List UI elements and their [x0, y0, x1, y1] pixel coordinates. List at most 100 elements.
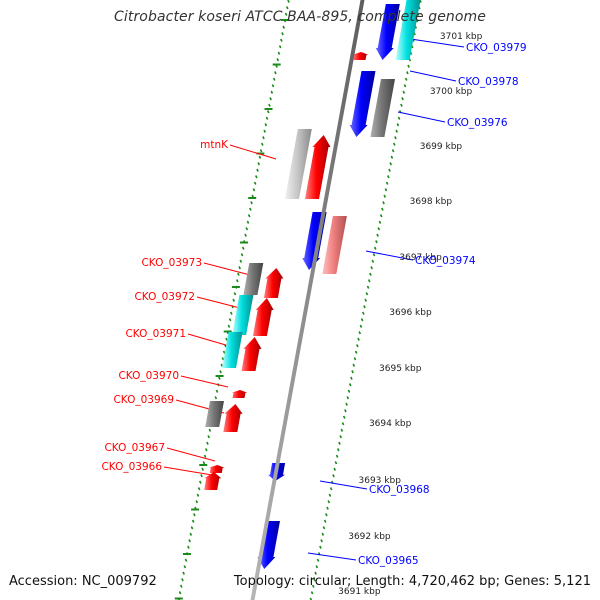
- outer-dotted-track: [402, 90, 406, 94]
- inner-dotted-track: [249, 207, 252, 211]
- outer-dotted-track: [391, 149, 395, 153]
- inner-dotted-track: [195, 500, 199, 504]
- outer-dotted-track: [360, 318, 364, 322]
- inner-dotted-track: [241, 246, 245, 250]
- leader-line: [319, 480, 368, 490]
- inner-dotted-track: [190, 526, 194, 530]
- gene-CKO_03973-gray: [243, 263, 264, 295]
- outer-dotted-track: [381, 207, 384, 211]
- outer-dotted-track: [321, 532, 325, 536]
- gene-small-red-top: [352, 52, 369, 60]
- kbp-label: 3696 kbp: [389, 308, 432, 318]
- gene-label-reverse: CKO_03968: [369, 484, 430, 496]
- inner-dotted-track: [183, 565, 187, 569]
- outer-dotted-track: [314, 571, 317, 575]
- gene-CKO_03967: [208, 465, 225, 473]
- outer-dotted-track: [320, 539, 323, 543]
- inner-dotted-track: [264, 123, 268, 127]
- outer-dotted-track: [397, 116, 401, 120]
- inner-dotted-track: [189, 532, 193, 536]
- gene-label-forward: CKO_03969: [113, 394, 174, 406]
- inner-dotted-track: [259, 149, 263, 153]
- inner-dotted-track: [181, 578, 184, 582]
- inner-dotted-track: [270, 90, 274, 94]
- gene-label-forward: CKO_03966: [101, 461, 162, 473]
- inner-dotted-track: [276, 58, 280, 62]
- outer-dotted-track: [407, 64, 410, 68]
- outer-dotted-track: [388, 168, 391, 172]
- outer-dotted-track: [329, 487, 333, 491]
- outer-dotted-track: [375, 240, 378, 244]
- inner-dotted-track: [215, 389, 219, 393]
- outer-dotted-track: [346, 396, 350, 400]
- gene-label-forward: CKO_03970: [118, 370, 179, 382]
- kbp-label: 3693 kbp: [359, 476, 402, 486]
- inner-dotted-track: [284, 12, 288, 16]
- gene-CKO_03978: [349, 71, 376, 137]
- inner-dotted-track: [204, 448, 208, 452]
- outer-dotted-track: [333, 467, 337, 471]
- gene-CKO_03966: [204, 472, 222, 490]
- outer-dotted-track: [400, 103, 403, 107]
- outer-dotted-track: [389, 162, 393, 166]
- inner-dotted-track: [285, 6, 289, 10]
- outer-dotted-track: [345, 402, 348, 406]
- map-title: Citrobacter koseri ATCC BAA-895, complet…: [114, 9, 486, 25]
- gene-label-forward: CKO_03967: [104, 442, 165, 454]
- kbp-label: 3698 kbp: [410, 197, 453, 207]
- outer-dotted-track: [383, 194, 387, 198]
- inner-dotted-track: [220, 363, 224, 367]
- outer-dotted-track: [406, 71, 409, 75]
- inner-dotted-track: [193, 513, 196, 517]
- inner-dotted-track: [269, 97, 272, 101]
- gene-mtnK: [305, 135, 331, 199]
- gene-CKO_03979: [375, 4, 400, 60]
- inner-dotted-track: [265, 116, 269, 120]
- outer-dotted-track: [394, 136, 397, 140]
- gene-CKO_03972: [252, 298, 274, 336]
- outer-dotted-track: [347, 389, 351, 393]
- inner-dotted-track: [277, 51, 281, 55]
- outer-dotted-track: [385, 181, 389, 185]
- outer-dotted-track: [311, 584, 315, 588]
- outer-dotted-track: [403, 84, 407, 88]
- leader-line: [365, 250, 414, 261]
- outer-dotted-track: [387, 175, 390, 179]
- outer-dotted-track: [378, 220, 382, 224]
- inner-dotted-track: [237, 272, 240, 276]
- inner-dotted-track: [253, 181, 257, 185]
- inner-dotted-track: [187, 545, 190, 549]
- outer-dotted-track: [361, 311, 365, 315]
- outer-dotted-track: [341, 422, 345, 426]
- gene-features: [204, 0, 421, 569]
- outer-dotted-track: [358, 331, 362, 335]
- inner-dotted-track: [222, 350, 226, 354]
- outer-dotted-track: [325, 513, 328, 517]
- leader-line: [403, 37, 465, 48]
- inner-dotted-track: [268, 103, 271, 107]
- gene-label-forward: CKO_03972: [134, 291, 195, 303]
- gene-CKO_03969-gray: [205, 401, 224, 427]
- kbp-label: 3697 kbp: [399, 253, 442, 263]
- kbp-label: 3699 kbp: [420, 142, 463, 152]
- inner-dotted-track: [188, 539, 191, 543]
- leader-line: [409, 70, 457, 82]
- outer-dotted-track: [369, 272, 372, 276]
- inner-dotted-track: [227, 324, 231, 328]
- leader-line: [180, 375, 229, 388]
- outer-dotted-track: [326, 506, 329, 510]
- inner-dotted-track: [246, 220, 250, 224]
- leader-line: [196, 296, 245, 310]
- inner-dotted-track: [239, 259, 243, 263]
- outer-dotted-track: [379, 214, 383, 218]
- gene-CKO_03965: [257, 521, 280, 569]
- outer-dotted-track: [382, 201, 385, 205]
- inner-dotted-track: [272, 77, 276, 81]
- gene-CKO_03976-gray: [370, 79, 395, 137]
- inner-dotted-track: [199, 480, 202, 484]
- inner-dotted-track: [240, 253, 244, 257]
- topology-text: Topology: circular; Length: 4,720,462 bp…: [233, 574, 591, 589]
- outer-dotted-track: [319, 545, 322, 549]
- gene-CKO_03974-pink: [322, 216, 347, 274]
- outer-dotted-track: [392, 142, 396, 146]
